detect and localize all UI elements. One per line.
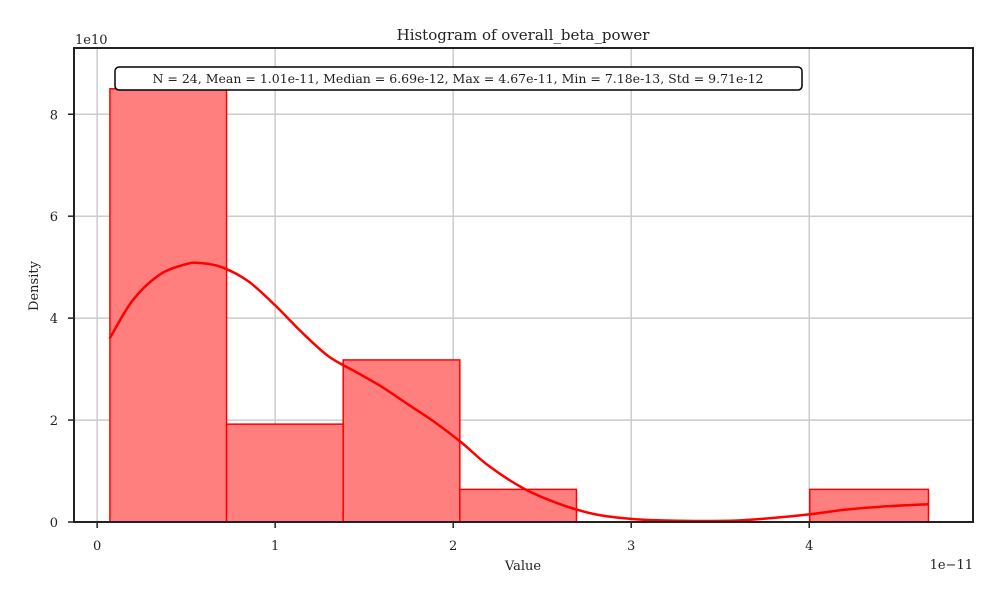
x-offset-label: 1e−11 <box>930 558 973 573</box>
kde-curve <box>108 261 929 523</box>
stats-box: N = 24, Mean = 1.01e-11, Median = 6.69e-… <box>114 66 803 91</box>
stats-text: N = 24, Mean = 1.01e-11, Median = 6.69e-… <box>152 71 763 86</box>
x-tick-label: 0 <box>93 539 101 554</box>
y-tick-label: 8 <box>50 108 58 123</box>
x-tick-label: 3 <box>627 539 635 554</box>
y-tick-label: 2 <box>50 414 58 429</box>
histogram-bars <box>109 88 930 523</box>
x-tick-label: 1 <box>271 539 279 554</box>
x-axis-label: Value <box>504 559 541 574</box>
stats-box-frame <box>114 66 803 91</box>
histogram-bar <box>459 488 578 523</box>
y-axis-label: Density <box>27 260 42 311</box>
x-tick-label: 2 <box>449 539 457 554</box>
histogram-bar <box>342 359 461 523</box>
histogram-bar <box>225 423 344 523</box>
chart-title: Histogram of overall_beta_power <box>397 26 651 44</box>
x-tick-label: 4 <box>805 539 813 554</box>
y-offset-label: 1e10 <box>75 33 108 48</box>
plot-frame <box>73 47 974 523</box>
axis-ticks: 0 1 2 3 4 0 2 4 6 8 <box>50 108 814 554</box>
y-tick-label: 4 <box>50 312 58 327</box>
y-tick-label: 6 <box>50 210 58 225</box>
y-tick-label: 0 <box>50 516 58 531</box>
histogram-bar <box>109 88 228 523</box>
